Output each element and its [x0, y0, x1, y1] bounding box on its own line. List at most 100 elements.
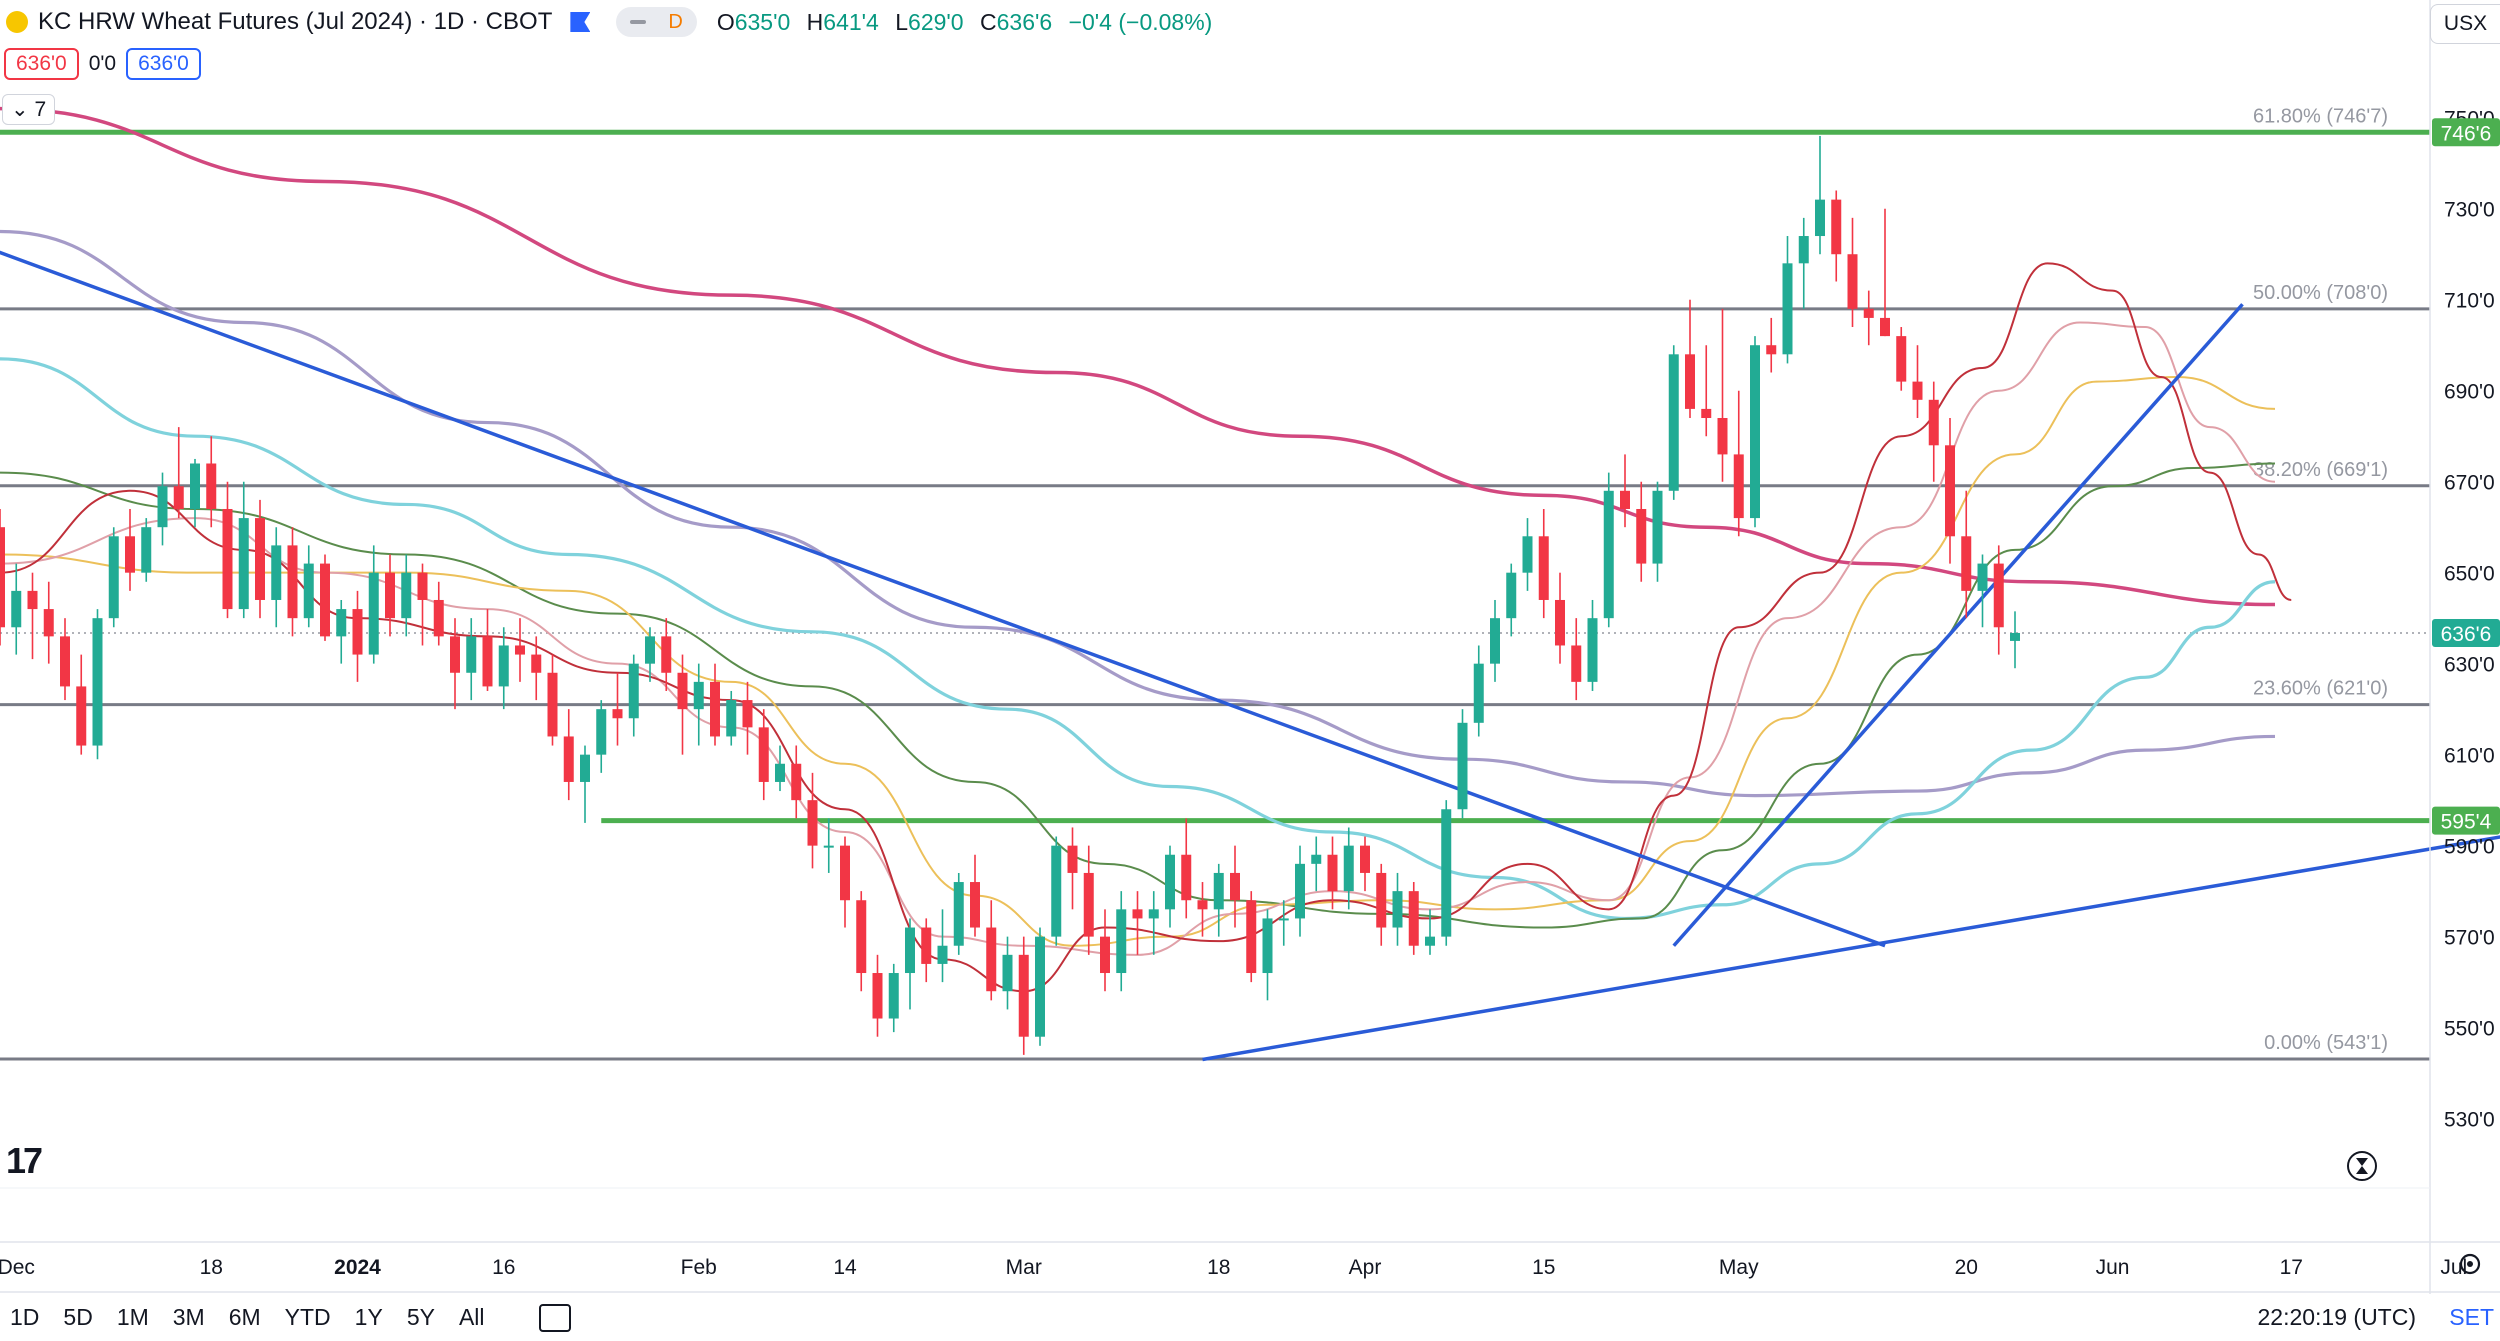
price-tick-label: 650'0: [2444, 563, 2495, 586]
candle: [840, 836, 850, 928]
candle: [1506, 563, 1517, 637]
flag-icon[interactable]: [570, 12, 591, 32]
range-button[interactable]: 5Y: [406, 1304, 435, 1330]
candle-body: [108, 536, 119, 619]
candle-body: [1441, 809, 1452, 937]
candle-body: [271, 545, 282, 600]
candle: [1360, 836, 1370, 892]
candle: [531, 636, 542, 701]
fib-label: 50.00% (708'0): [2253, 282, 2388, 304]
candle-body: [11, 590, 22, 628]
candle-body: [1668, 354, 1679, 491]
candle-body: [238, 518, 249, 610]
range-button[interactable]: All: [458, 1304, 485, 1330]
range-button[interactable]: 6M: [228, 1304, 261, 1330]
candle-body: [580, 754, 590, 782]
candle: [336, 599, 347, 664]
candle: [1213, 863, 1224, 937]
candle: [1490, 599, 1500, 682]
candle-body: [937, 945, 948, 964]
price-tick-label: 670'0: [2444, 472, 2495, 495]
moving-average-ma_20: [0, 376, 2276, 947]
candle-body: [515, 645, 525, 655]
price-tick-label: 730'0: [2444, 199, 2495, 222]
candle: [1116, 891, 1127, 992]
candle-body: [255, 518, 265, 600]
indicator-toggle-button[interactable]: ⌄ 7: [2, 94, 56, 125]
range-button[interactable]: 1M: [116, 1304, 149, 1330]
gear-icon: [2459, 1253, 2481, 1275]
time-tick-label: 15: [1532, 1256, 1555, 1279]
candle: [645, 627, 655, 682]
session-button[interactable]: SET: [2449, 1304, 2494, 1330]
chart-title[interactable]: KC HRW Wheat Futures (Jul 2024) · 1D · C…: [38, 8, 553, 35]
calendar-icon[interactable]: [538, 1303, 571, 1332]
candle: [271, 527, 282, 628]
candle: [368, 545, 379, 664]
moving-averages: [0, 106, 2292, 993]
moving-average-ma_10: [0, 321, 2276, 956]
candle: [515, 618, 525, 682]
candle-body: [206, 463, 217, 509]
candle: [255, 499, 265, 619]
candle: [27, 572, 38, 660]
currency-button[interactable]: USX: [2430, 4, 2500, 44]
candle-body: [190, 463, 200, 509]
replay-icon-circle: [2347, 1151, 2377, 1181]
candle: [937, 909, 948, 983]
candle-body: [433, 599, 444, 637]
moving-average-ma_200b: [0, 229, 2276, 798]
candle-body: [1912, 381, 1923, 400]
candle: [1977, 554, 1988, 628]
candle: [1961, 490, 1972, 619]
candles[interactable]: [0, 135, 2020, 1055]
open-value: 635'0: [734, 8, 791, 35]
price-tick-label: 690'0: [2444, 381, 2495, 404]
range-button[interactable]: YTD: [284, 1304, 331, 1330]
time-tick-label: 18: [200, 1256, 223, 1279]
candle-body: [953, 882, 964, 946]
candle: [1002, 936, 1013, 1010]
candle: [758, 709, 769, 801]
candle: [1295, 845, 1305, 937]
candle: [92, 609, 103, 760]
candle-body: [921, 927, 932, 964]
candle-body: [872, 973, 883, 1019]
range-button[interactable]: 1Y: [354, 1304, 383, 1330]
candle: [1766, 317, 1777, 373]
range-button[interactable]: 5D: [63, 1304, 93, 1330]
candle: [1782, 236, 1793, 364]
candle: [580, 745, 590, 823]
buy-button[interactable]: 636'0: [126, 48, 201, 80]
market-status-pill[interactable]: D: [616, 7, 697, 37]
candle: [1717, 308, 1728, 482]
candle-body: [1750, 345, 1760, 519]
candle: [1733, 390, 1744, 537]
candle: [1863, 290, 1874, 346]
symbol-logo-icon: [6, 11, 28, 33]
candle: [547, 654, 558, 746]
candle-body: [1733, 454, 1744, 519]
price-tick-label: 630'0: [2444, 654, 2495, 677]
candle: [677, 654, 688, 755]
candle-body: [1587, 618, 1598, 682]
range-button[interactable]: 3M: [172, 1304, 205, 1330]
candle-body: [1165, 854, 1175, 910]
time-tick-label: Mar: [1006, 1256, 1042, 1279]
candle-body: [1571, 645, 1582, 682]
range-button[interactable]: 1D: [10, 1304, 40, 1330]
candle-body: [43, 609, 54, 637]
candle-body: [1083, 872, 1094, 937]
candle-body: [76, 686, 87, 746]
candle-body: [1018, 954, 1029, 1037]
trade-buttons: 636'0 0'0 636'0: [4, 48, 201, 80]
candle: [1018, 936, 1029, 1055]
candle: [222, 481, 233, 619]
candle: [482, 609, 493, 691]
time-tick-label: 20: [1955, 1256, 1978, 1279]
sell-button[interactable]: 636'0: [4, 48, 79, 80]
candle: [1230, 845, 1240, 928]
candle: [1587, 599, 1598, 691]
candle-body: [888, 973, 899, 1019]
